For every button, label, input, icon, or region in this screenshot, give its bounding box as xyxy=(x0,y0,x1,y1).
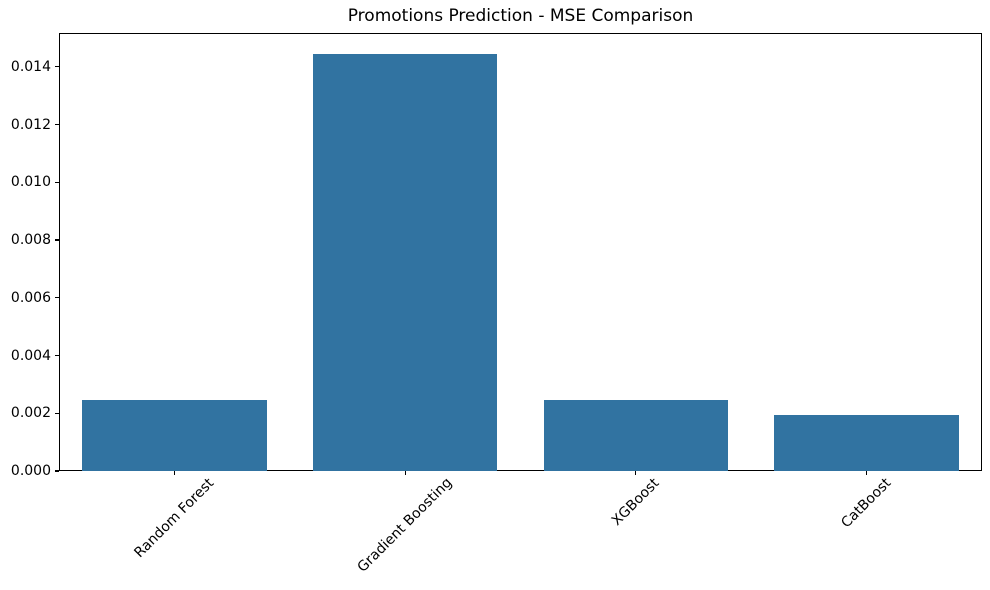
bar-gradient-boosting xyxy=(312,53,498,471)
y-tick-label: 0.012 xyxy=(10,116,51,133)
x-tick-label-random-forest: Random Forest xyxy=(131,474,218,561)
y-tick-mark xyxy=(55,297,59,299)
x-tick-mark xyxy=(635,471,637,475)
y-tick-mark xyxy=(55,239,59,241)
y-tick-label: 0.006 xyxy=(10,289,51,306)
y-tick-mark xyxy=(55,354,59,357)
chart-title: Promotions Prediction - MSE Comparison xyxy=(347,6,694,26)
y-tick-label: 0.002 xyxy=(10,405,51,422)
bar-xgboost xyxy=(543,399,729,471)
y-tick-label: 0.008 xyxy=(10,232,51,249)
y-tick-mark xyxy=(55,470,59,472)
x-tick-mark xyxy=(866,471,868,475)
y-tick-mark xyxy=(55,412,59,414)
y-tick-label: 0.010 xyxy=(10,174,51,191)
y-tick-label: 0.000 xyxy=(10,463,51,479)
y-tick-label: 0.004 xyxy=(10,347,51,364)
x-tick-label-catboost: CatBoost xyxy=(838,474,895,531)
x-tick-mark xyxy=(404,471,406,475)
y-tick-mark xyxy=(55,123,59,126)
y-tick-label: 0.014 xyxy=(10,58,51,75)
bar-catboost xyxy=(774,414,959,471)
x-tick-label-xgboost: XGBoost xyxy=(608,475,663,529)
plot-area xyxy=(59,33,982,471)
bar-random-forest xyxy=(82,399,267,471)
x-tick-label-gradient-boosting: Gradient Boosting xyxy=(354,475,455,576)
x-tick-mark xyxy=(173,471,175,475)
y-tick-mark xyxy=(55,66,59,68)
y-tick-mark xyxy=(55,181,59,183)
